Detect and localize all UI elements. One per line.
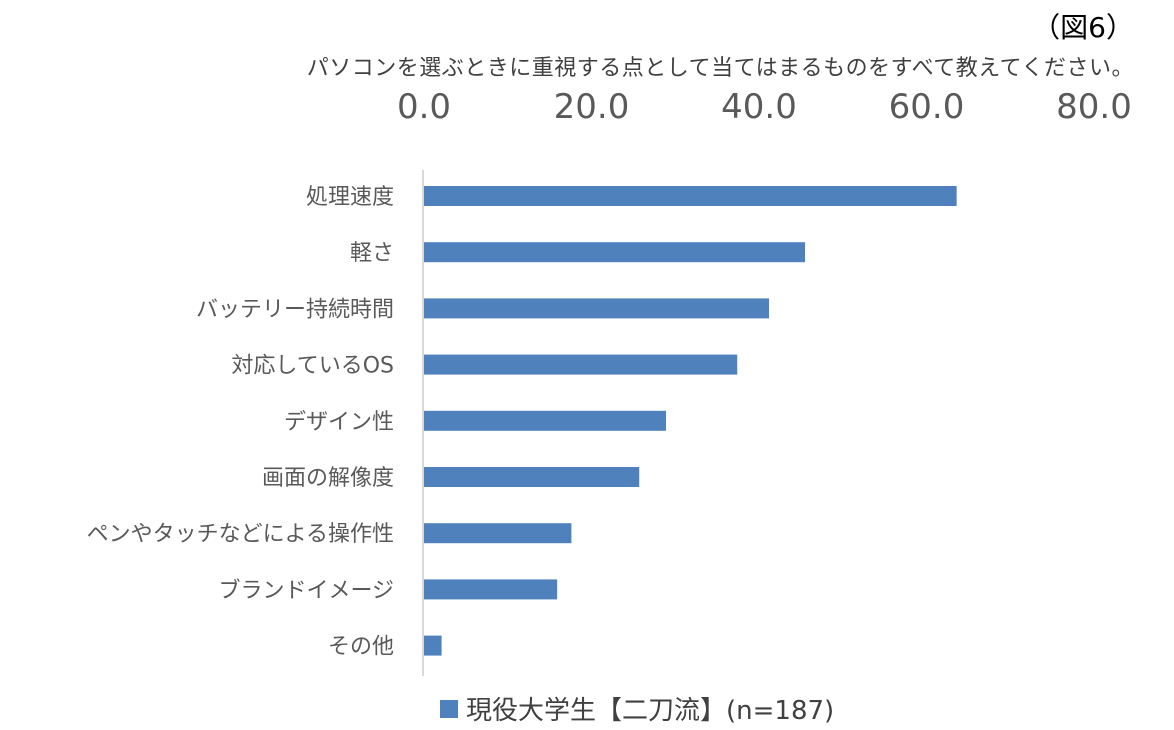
category-label: ブランドイメージ: [218, 578, 394, 603]
bar: [424, 354, 738, 375]
x-tick-label: 40.0: [721, 87, 797, 127]
chart-title: パソコンを選ぶときに重視する点として当てはまるものをすべて教えてください。: [306, 56, 1134, 81]
category-label: デザイン性: [284, 410, 394, 435]
legend: 現役大学生【二刀流】(n=187): [440, 690, 834, 727]
bar: [424, 298, 770, 319]
x-tick-label: 60.0: [889, 87, 965, 127]
category-label: 画面の解像度: [262, 466, 394, 491]
legend-swatch: [440, 699, 458, 718]
legend-label: 現役大学生【二刀流】(n=187): [466, 696, 835, 726]
category-label: 軽さ: [350, 241, 394, 266]
x-tick-label: 0.0: [397, 87, 451, 127]
bar: [424, 186, 957, 206]
bar: [424, 242, 806, 263]
x-tick-label: 80.0: [1056, 87, 1132, 127]
figure-label: （図6）: [1032, 11, 1134, 44]
category-label: その他: [328, 635, 394, 660]
bar: [424, 635, 442, 656]
x-tick-label: 20.0: [554, 87, 630, 127]
bar: [424, 579, 558, 600]
category-label: 処理速度: [306, 185, 394, 210]
category-label: 対応しているOS: [231, 354, 394, 379]
category-label: バッテリー持続時間: [196, 297, 394, 322]
bar: [424, 523, 572, 544]
bar: [424, 410, 667, 431]
bar: [424, 467, 640, 487]
category-label: ペンやタッチなどによる操作性: [87, 522, 394, 547]
